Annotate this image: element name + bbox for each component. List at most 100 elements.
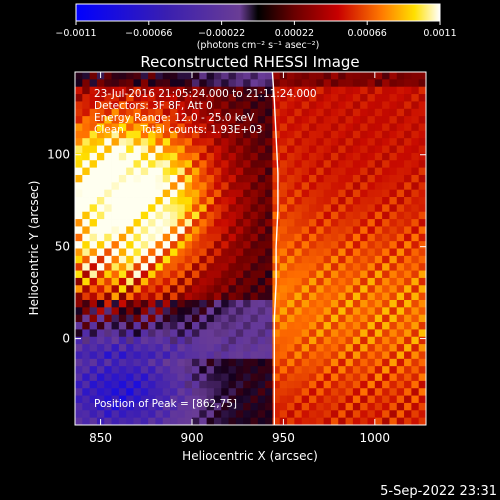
heatmap-cell	[170, 322, 178, 330]
heatmap-cell	[294, 226, 303, 235]
heatmap-cell	[404, 94, 412, 102]
heatmap-cell	[155, 263, 164, 271]
heatmap-cell	[418, 417, 426, 425]
heatmap-cell	[75, 380, 83, 389]
heatmap-cell	[382, 314, 390, 323]
heatmap-cell	[133, 292, 142, 301]
heatmap-cell	[411, 366, 420, 374]
heatmap-cell	[418, 182, 426, 191]
heatmap-cell	[221, 263, 229, 271]
heatmap-cell	[338, 123, 346, 132]
heatmap-cell	[140, 72, 149, 80]
heatmap-cell	[96, 322, 105, 330]
heatmap-cell	[287, 417, 295, 425]
heatmap-cell	[294, 410, 303, 419]
heatmap-cell	[199, 336, 208, 345]
heatmap-cell	[235, 211, 244, 220]
heatmap-cell	[316, 233, 325, 242]
heatmap-cell	[360, 292, 368, 301]
heatmap-cell	[104, 189, 112, 198]
heatmap-cell	[374, 101, 383, 110]
heatmap-cell	[96, 270, 105, 279]
heatmap-cell	[89, 248, 98, 257]
heatmap-cell	[265, 410, 273, 419]
plot-frame	[74, 71, 427, 426]
heatmap-cell	[272, 94, 281, 102]
heatmap-cell	[140, 410, 149, 419]
heatmap-cell	[104, 116, 112, 124]
heatmap-cell	[192, 322, 200, 330]
heatmap-cell	[162, 366, 171, 374]
heatmap-cell	[206, 255, 215, 264]
heatmap-cell	[250, 285, 259, 294]
heatmap-cell	[323, 160, 332, 168]
heatmap-cell	[287, 219, 295, 227]
heatmap-cell	[155, 248, 164, 257]
heatmap-cell	[250, 373, 259, 382]
heatmap-cell	[389, 263, 398, 271]
heatmap-cell	[104, 79, 112, 88]
heatmap-cell	[126, 219, 134, 227]
heatmap-cell	[199, 211, 208, 220]
heatmap-cell	[374, 417, 383, 425]
heatmap-cell	[279, 182, 288, 191]
heatmap-cell	[323, 277, 332, 286]
heatmap-cell	[96, 373, 105, 382]
heatmap-cell	[265, 373, 273, 382]
heatmap-cell	[199, 241, 208, 249]
heatmap-cell	[104, 410, 112, 419]
heatmap-cell	[111, 152, 120, 161]
heatmap-cell	[118, 336, 127, 345]
heatmap-cell	[257, 167, 266, 176]
heatmap-cell	[140, 314, 149, 323]
heatmap-cell	[75, 94, 83, 102]
heatmap-cell	[162, 145, 171, 154]
heatmap-cell	[111, 410, 120, 419]
heatmap-cell	[345, 123, 354, 132]
heatmap-cell	[170, 344, 178, 352]
heatmap-cell	[250, 219, 259, 227]
colorbar-ticks: −0.0011 −0.00066 −0.00022 0.00022 0.00066 0.0…	[55, 21, 457, 39]
heatmap-cell	[352, 145, 361, 154]
heatmap-cell	[243, 285, 251, 294]
heatmap-cell	[228, 189, 237, 198]
heatmap-cell	[118, 388, 127, 396]
heatmap-cell	[323, 336, 332, 345]
heatmap-cell	[374, 86, 383, 95]
heatmap-cell	[360, 226, 368, 235]
heatmap-cell	[345, 167, 354, 176]
heatmap-cell	[382, 197, 390, 205]
heatmap-cell	[418, 226, 426, 235]
heatmap-cell	[345, 380, 354, 389]
heatmap-cell	[155, 152, 164, 161]
heatmap-cell	[279, 241, 288, 249]
heatmap-cell	[345, 344, 354, 352]
annotation-detectors: Detectors: 3F 8F, Att 0	[94, 100, 213, 112]
heatmap-cell	[309, 204, 317, 213]
heatmap-cell	[111, 116, 120, 124]
heatmap-cell	[257, 130, 266, 139]
heatmap-cell	[294, 336, 303, 345]
heatmap-cell	[287, 226, 295, 235]
heatmap-cell	[82, 277, 91, 286]
heatmap-cell	[140, 108, 149, 117]
heatmap-cell	[170, 145, 178, 154]
heatmap-cell	[411, 116, 420, 124]
heatmap-cell	[75, 233, 83, 242]
heatmap-cell	[404, 241, 412, 249]
heatmap-cell	[235, 373, 244, 382]
heatmap-cell	[265, 123, 273, 132]
heatmap-cell	[316, 72, 325, 80]
heatmap-cell	[82, 336, 91, 345]
heatmap-cell	[96, 160, 105, 168]
heatmap-cell	[235, 219, 244, 227]
heatmap-cell	[316, 94, 325, 102]
heatmap-cell	[104, 174, 112, 183]
heatmap-cell	[148, 314, 156, 323]
heatmap-cell	[257, 395, 266, 404]
heatmap-cell	[228, 329, 237, 338]
heatmap-cell	[140, 138, 149, 146]
heatmap-cell	[96, 197, 105, 205]
heatmap-cell	[404, 101, 412, 110]
heatmap-cell	[323, 79, 332, 88]
